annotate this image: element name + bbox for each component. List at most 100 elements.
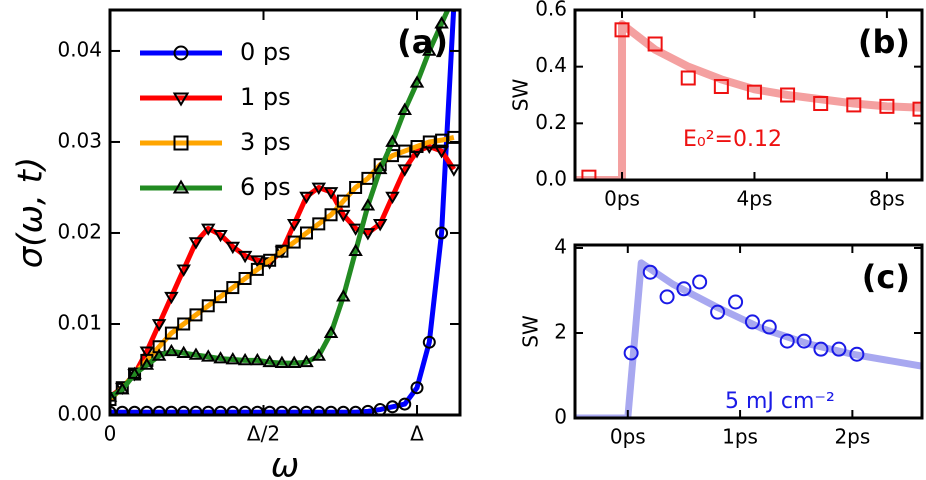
x-tick-label: 0ps <box>604 187 640 211</box>
marker <box>225 352 241 365</box>
marker <box>435 226 449 240</box>
marker <box>323 325 339 338</box>
marker <box>164 291 179 305</box>
marker <box>299 226 313 240</box>
marker <box>746 84 762 100</box>
y-tick-label: 0.2 <box>535 110 567 134</box>
marker <box>422 43 437 56</box>
marker <box>275 405 289 415</box>
axes-frame <box>573 8 924 182</box>
marker <box>912 101 922 117</box>
marker <box>214 290 228 304</box>
marker <box>324 208 338 222</box>
marker <box>397 102 412 115</box>
marker <box>349 180 363 194</box>
legend-marker <box>173 45 189 61</box>
y-axis-label: SW <box>509 79 533 112</box>
marker <box>710 304 726 320</box>
y-tick-label: 0 <box>554 405 567 429</box>
plot-area <box>110 10 460 415</box>
marker <box>780 87 796 103</box>
y-tick-label: 0.00 <box>57 402 102 426</box>
marker <box>410 381 424 395</box>
marker <box>201 299 215 313</box>
marker <box>409 75 425 88</box>
marker <box>360 228 376 241</box>
marker <box>299 405 313 415</box>
y-tick-label: 0.4 <box>535 53 567 77</box>
y-tick-label: 0.03 <box>57 128 102 152</box>
marker <box>348 223 363 236</box>
marker <box>761 319 777 335</box>
x-tick-label: 1ps <box>722 425 758 449</box>
marker <box>237 352 253 366</box>
marker <box>692 274 708 290</box>
x-tick-label: 0 <box>104 422 117 446</box>
marker <box>728 294 744 310</box>
y-tick-label: 0.0 <box>535 167 567 191</box>
marker <box>846 97 862 113</box>
marker <box>642 264 658 280</box>
marker <box>349 405 363 415</box>
marker <box>680 70 696 86</box>
marker <box>201 405 215 415</box>
marker <box>213 229 228 243</box>
marker <box>238 405 252 415</box>
axes-frame <box>573 243 924 420</box>
x-tick-label: 4ps <box>737 187 773 211</box>
marker <box>177 317 191 331</box>
marker <box>128 405 142 415</box>
annotation: 5 mJ cm⁻² <box>725 389 835 414</box>
marker <box>336 209 351 223</box>
marker <box>151 319 167 332</box>
marker <box>361 404 375 415</box>
marker <box>299 354 314 368</box>
marker <box>614 22 630 38</box>
marker <box>115 405 129 415</box>
marker <box>659 289 675 305</box>
marker <box>164 405 178 415</box>
marker <box>336 289 351 302</box>
marker <box>250 255 265 268</box>
marker <box>263 253 277 267</box>
marker <box>286 355 302 368</box>
panel-label: (b) <box>858 23 910 61</box>
marker <box>312 405 326 415</box>
marker <box>796 333 812 349</box>
marker <box>250 262 264 276</box>
legend-marker <box>172 179 190 194</box>
marker <box>127 366 142 379</box>
marker <box>398 144 412 158</box>
marker <box>422 335 436 349</box>
x-tick-label: 2ps <box>834 425 870 449</box>
marker <box>287 235 301 249</box>
marker <box>189 405 203 415</box>
marker <box>324 405 338 415</box>
marker <box>623 345 639 361</box>
marker <box>581 169 597 180</box>
marker <box>226 281 240 295</box>
marker <box>176 345 191 358</box>
marker <box>152 405 166 415</box>
marker <box>139 346 155 359</box>
legend-marker <box>173 135 189 151</box>
marker <box>275 244 289 258</box>
marker <box>831 341 847 357</box>
marker <box>336 405 350 415</box>
marker <box>299 191 314 205</box>
marker <box>813 96 829 111</box>
marker <box>188 237 204 250</box>
marker <box>214 405 228 415</box>
marker <box>262 354 277 368</box>
marker <box>250 352 265 366</box>
marker <box>373 403 387 415</box>
marker <box>287 405 301 415</box>
x-tick-label: Δ <box>410 422 424 446</box>
y-axis-label: SW <box>519 315 543 348</box>
marker <box>744 314 760 330</box>
marker <box>434 146 449 159</box>
marker <box>312 217 326 231</box>
series-line <box>110 10 457 415</box>
marker <box>189 308 203 322</box>
